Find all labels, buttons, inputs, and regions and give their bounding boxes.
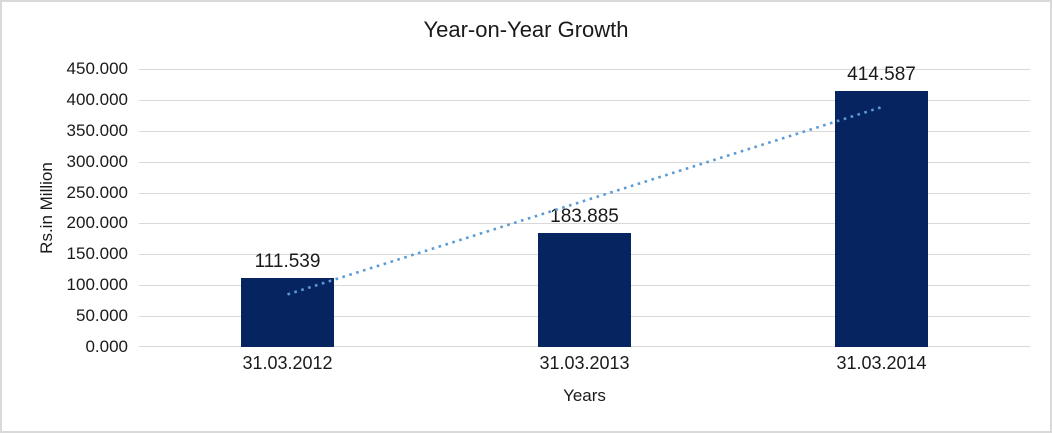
bar-value-label: 183.885	[550, 206, 619, 228]
x-axis-title: Years	[563, 386, 606, 405]
y-tick-label: 350.000	[66, 120, 128, 140]
x-category-label: 31.03.2013	[539, 353, 630, 373]
y-tick-label: 0.000	[85, 337, 128, 356]
trendline	[287, 105, 882, 296]
y-tick-label: 250.000	[66, 182, 128, 202]
bar-value-label: 414.587	[847, 63, 916, 85]
bar	[241, 278, 334, 347]
x-category-label: 31.03.2014	[836, 353, 927, 373]
y-tick-label: 200.000	[66, 213, 128, 233]
x-axis-category-labels: 31.03.2012 31.03.2013 31.03.2014	[139, 353, 1030, 377]
gridline	[139, 99, 1030, 101]
bar	[538, 233, 631, 347]
y-axis-tick-labels: 450.000 400.000 350.000 300.000 250.000 200.0…	[2, 59, 128, 356]
y-tick-label: 300.000	[66, 151, 128, 171]
gridline	[139, 223, 1030, 225]
y-tick-label: 100.000	[66, 275, 128, 295]
gridline	[139, 69, 1030, 70]
bar	[835, 90, 928, 347]
chart-title: Year-on-Year Growth	[423, 17, 629, 42]
y-tick-label: 450.000	[66, 59, 128, 78]
bar-value-label: 111.539	[254, 251, 321, 273]
gridline	[139, 192, 1030, 194]
gridline	[139, 161, 1030, 163]
plot-area: 111.539 183.885 414.587	[139, 64, 1030, 347]
gridline	[139, 130, 1030, 132]
y-tick-label: 400.000	[66, 89, 128, 109]
y-tick-label: 150.000	[66, 244, 128, 264]
y-tick-label: 50.000	[76, 306, 128, 326]
x-category-label: 31.03.2012	[242, 353, 333, 373]
